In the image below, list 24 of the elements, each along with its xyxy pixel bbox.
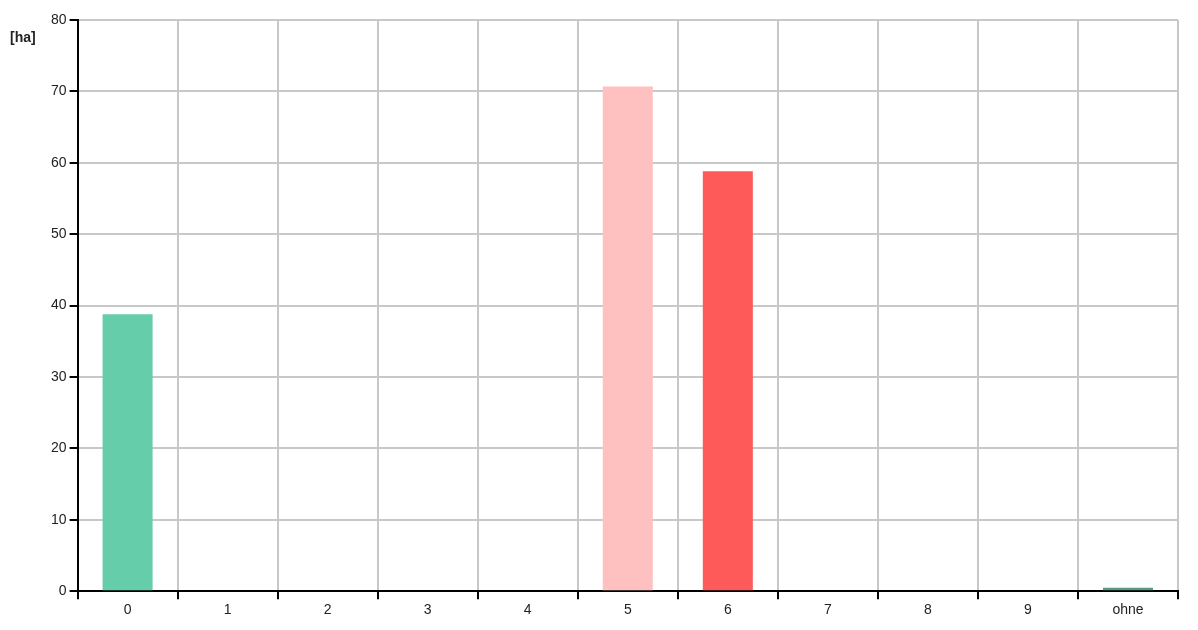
bar [702, 171, 753, 591]
x-tick-label: 9 [1024, 601, 1033, 618]
x-tick-label: 7 [823, 601, 832, 618]
y-tick-label: 10 [50, 510, 67, 527]
x-tick-label: 5 [623, 601, 632, 618]
y-tick-label: 20 [50, 439, 67, 456]
x-tick-label: 6 [723, 601, 732, 618]
x-tick-label: 0 [123, 601, 132, 618]
y-tick-label: 30 [50, 367, 67, 384]
y-axis-title: [ha] [10, 28, 36, 45]
bar [102, 314, 153, 591]
x-tick-label: 1 [223, 601, 232, 618]
bar [602, 86, 653, 591]
y-tick-label: 60 [50, 153, 67, 170]
y-tick-label: 0 [58, 582, 67, 599]
y-tick-label: 40 [50, 296, 67, 313]
y-tick-label: 50 [50, 225, 67, 242]
x-tick-label: 3 [423, 601, 432, 618]
y-tick-label: 80 [50, 10, 67, 27]
y-tick-label: 70 [50, 82, 67, 99]
x-tick-label: 8 [924, 601, 932, 618]
x-tick-label: 2 [323, 601, 332, 618]
x-tick-label: 4 [523, 601, 532, 618]
x-tick-label: ohne [1112, 601, 1144, 618]
